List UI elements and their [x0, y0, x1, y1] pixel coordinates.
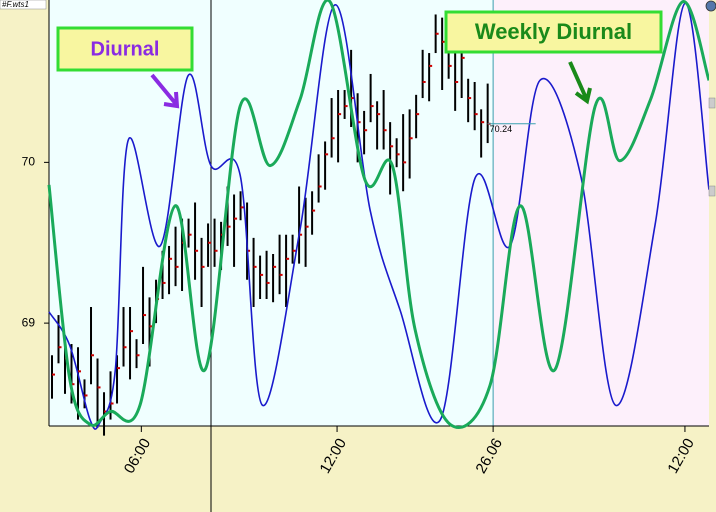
annotation-arrow [568, 61, 592, 105]
right-margin [709, 0, 716, 426]
source-box [0, 0, 47, 10]
scroll-handle[interactable] [708, 97, 716, 109]
icon[interactable] [705, 0, 716, 12]
annotation-label: Diurnal [91, 38, 160, 60]
annotation-arrow [150, 73, 180, 109]
source-label: #F.wts1 [2, 0, 29, 9]
annotation-label: Weekly Diurnal [475, 19, 632, 44]
y-tick-label: 70 [22, 155, 36, 169]
series-line [47, 0, 711, 429]
annotation-box [444, 10, 663, 54]
y-tick-label: 69 [22, 315, 36, 329]
series-line [48, 2, 710, 430]
annotation-box [56, 26, 194, 72]
scroll-handle[interactable] [708, 185, 716, 197]
last-price-label: 70.24 [490, 124, 513, 134]
